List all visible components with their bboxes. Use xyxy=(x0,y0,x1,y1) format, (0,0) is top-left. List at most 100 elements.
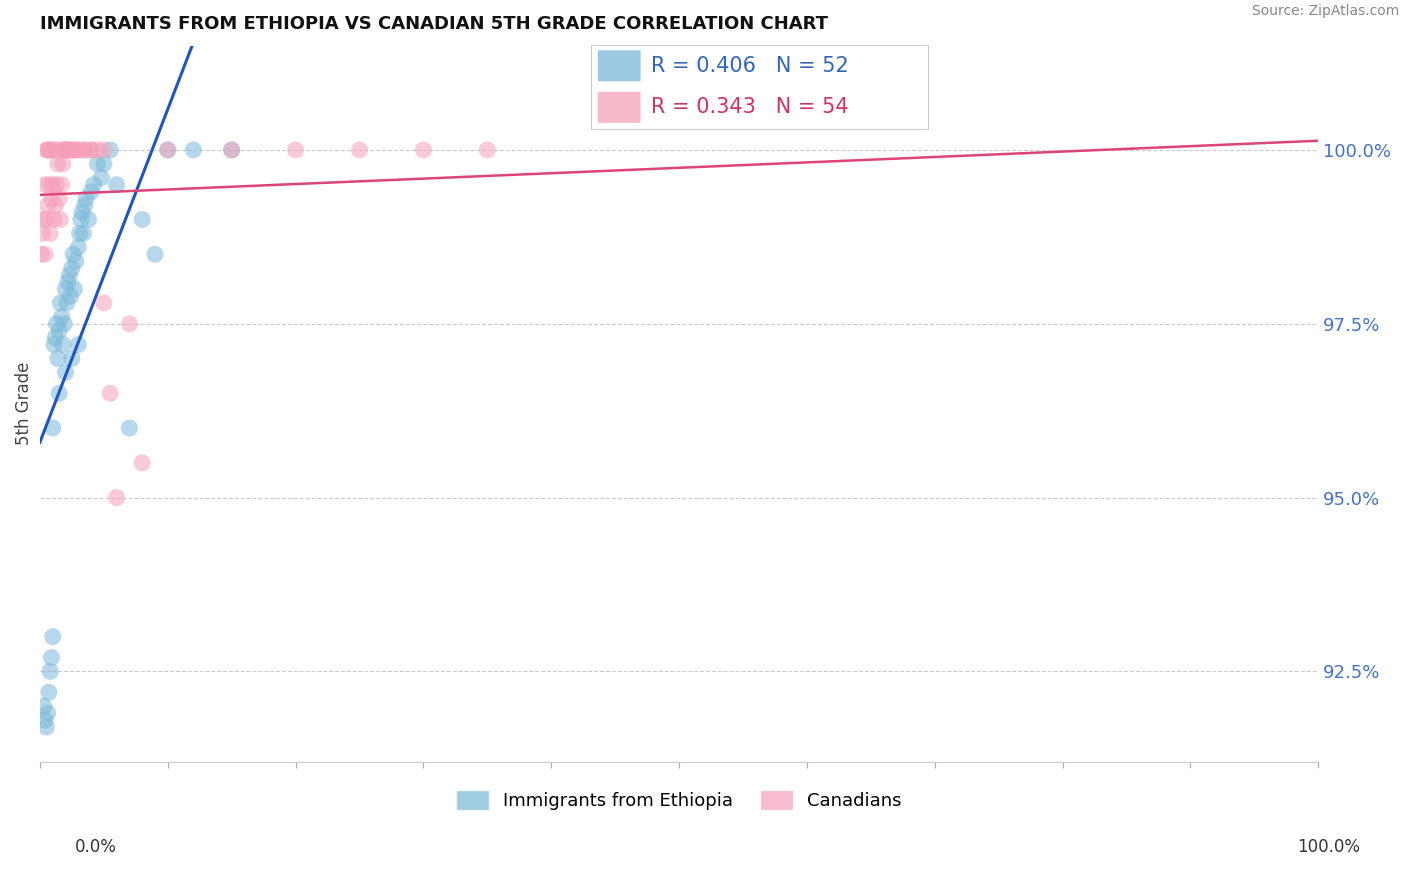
Point xyxy=(86,143,108,157)
Text: 100.0%: 100.0% xyxy=(1298,838,1360,855)
Point xyxy=(349,143,371,157)
Point xyxy=(34,247,56,261)
Point xyxy=(284,143,307,157)
Point xyxy=(60,143,83,157)
Point xyxy=(118,421,141,435)
FancyBboxPatch shape xyxy=(598,91,641,123)
Point xyxy=(105,178,128,192)
Point xyxy=(35,212,58,227)
Point xyxy=(42,337,65,351)
Point xyxy=(80,185,103,199)
Point xyxy=(55,143,77,157)
FancyBboxPatch shape xyxy=(598,50,641,82)
Point xyxy=(52,337,75,351)
Point xyxy=(63,143,86,157)
Point xyxy=(42,421,65,435)
Text: R = 0.343   N = 54: R = 0.343 N = 54 xyxy=(651,97,849,117)
Point xyxy=(59,289,82,303)
Point xyxy=(67,240,90,254)
Point xyxy=(49,212,72,227)
Point xyxy=(53,317,76,331)
Point xyxy=(62,247,84,261)
Point xyxy=(41,192,63,206)
Point xyxy=(52,157,75,171)
Point xyxy=(156,143,179,157)
Point xyxy=(73,143,96,157)
Point xyxy=(38,685,60,699)
Point xyxy=(42,143,65,157)
Point xyxy=(32,699,55,714)
Point xyxy=(42,630,65,644)
Point xyxy=(221,143,243,157)
Point xyxy=(42,212,65,227)
Point xyxy=(37,143,59,157)
Point xyxy=(80,143,103,157)
Point xyxy=(70,205,93,219)
Point xyxy=(37,198,59,212)
Point xyxy=(49,296,72,310)
Point xyxy=(67,337,90,351)
Point xyxy=(98,386,121,401)
Point xyxy=(46,157,69,171)
Text: 0.0%: 0.0% xyxy=(75,838,117,855)
Point xyxy=(73,198,96,212)
Point xyxy=(75,192,97,206)
Point xyxy=(67,143,90,157)
Point xyxy=(412,143,434,157)
Point xyxy=(143,247,166,261)
Point xyxy=(42,178,65,192)
Point xyxy=(63,282,86,296)
Point xyxy=(48,386,70,401)
Point xyxy=(53,143,76,157)
Point xyxy=(60,351,83,366)
Legend: Immigrants from Ethiopia, Canadians: Immigrants from Ethiopia, Canadians xyxy=(449,783,910,817)
Point xyxy=(55,282,77,296)
Point xyxy=(105,491,128,505)
Point xyxy=(56,296,79,310)
Point xyxy=(37,706,59,720)
Point xyxy=(35,143,58,157)
Point xyxy=(90,170,112,185)
Point xyxy=(56,275,79,289)
Point xyxy=(98,143,121,157)
Point xyxy=(131,212,153,227)
Point xyxy=(55,143,77,157)
Point xyxy=(83,178,105,192)
Point xyxy=(156,143,179,157)
Point xyxy=(38,178,60,192)
Point xyxy=(93,143,115,157)
Point xyxy=(56,143,79,157)
Point xyxy=(118,317,141,331)
Point xyxy=(69,227,91,241)
Point xyxy=(93,157,115,171)
Y-axis label: 5th Grade: 5th Grade xyxy=(15,362,32,445)
Point xyxy=(86,157,108,171)
Point xyxy=(39,665,62,679)
Point xyxy=(39,143,62,157)
Point xyxy=(51,310,73,324)
Text: R = 0.406   N = 52: R = 0.406 N = 52 xyxy=(651,56,849,76)
Point xyxy=(72,227,94,241)
Point xyxy=(65,254,87,268)
Point xyxy=(39,227,62,241)
Point xyxy=(131,456,153,470)
Point xyxy=(73,143,96,157)
Point xyxy=(93,296,115,310)
Point xyxy=(35,720,58,734)
Point xyxy=(60,261,83,276)
Point xyxy=(45,178,67,192)
Point xyxy=(60,143,83,157)
Point xyxy=(70,212,93,227)
Point xyxy=(44,143,66,157)
Point xyxy=(48,324,70,338)
Point xyxy=(34,178,56,192)
Point xyxy=(183,143,205,157)
Point xyxy=(46,351,69,366)
Point xyxy=(32,212,55,227)
Point xyxy=(34,713,56,727)
Point xyxy=(51,178,73,192)
Point xyxy=(477,143,499,157)
Point xyxy=(58,143,80,157)
Point xyxy=(58,268,80,282)
Point xyxy=(38,143,60,157)
